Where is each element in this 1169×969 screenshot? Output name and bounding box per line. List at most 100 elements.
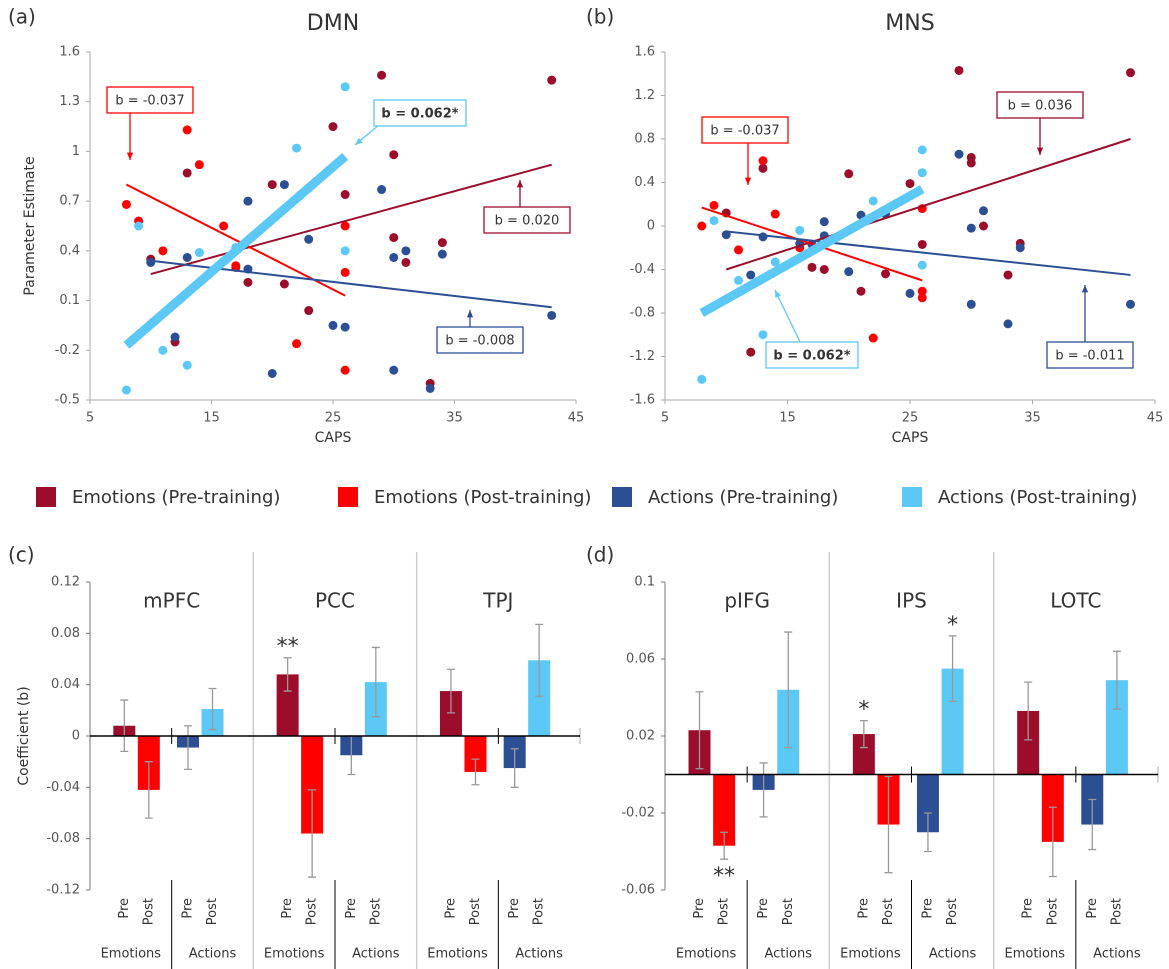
x-tick-label: 15 <box>779 411 796 426</box>
error-line <box>859 719 868 749</box>
scatter-point <box>844 169 854 179</box>
fit-line <box>125 183 346 297</box>
scatter-point <box>1003 270 1013 280</box>
scatter-point <box>401 257 411 267</box>
y-tick-label: 1.3 <box>59 94 80 109</box>
scatter-point <box>182 360 192 370</box>
bar-label: Pre <box>443 898 458 919</box>
legend-label: Actions (Pre-training) <box>648 487 838 508</box>
x-tick-label: 45 <box>568 411 585 426</box>
bar-label: Post <box>305 898 320 925</box>
arrow-head <box>775 290 782 298</box>
x-tick-label: 25 <box>902 411 919 426</box>
y-tick-label: -1.2 <box>630 349 655 364</box>
error-line <box>948 635 957 702</box>
bar-label: Post <box>1109 898 1124 925</box>
scatter-point <box>954 65 964 75</box>
scatter-point <box>146 257 156 267</box>
error-line <box>923 812 932 853</box>
bar-label: Pre <box>1085 898 1100 919</box>
y-tick-label: 0.8 <box>634 132 655 147</box>
error-line <box>446 668 455 714</box>
bar-label: Pre <box>756 898 771 919</box>
scatter-point <box>389 150 399 160</box>
y-axis-label: Parameter Estimate <box>22 156 38 295</box>
error-line <box>1112 650 1121 710</box>
scatter-point <box>340 365 350 375</box>
scatter-point <box>340 267 350 277</box>
region-label: TPJ <box>482 589 513 613</box>
scatter-point <box>856 286 866 296</box>
scatter-point <box>917 145 927 155</box>
bar <box>1105 680 1128 775</box>
scatter-point <box>328 320 338 330</box>
scatter-point <box>758 232 768 242</box>
scatter-point <box>547 75 557 85</box>
group-label: Actions <box>1093 947 1141 962</box>
fit-line <box>726 230 1131 276</box>
y-tick-label: 0.02 <box>626 729 655 744</box>
y-tick-label: 0.4 <box>634 175 655 190</box>
significance: * <box>947 613 958 638</box>
scatter-point <box>917 260 927 270</box>
group-label: Actions <box>929 947 977 962</box>
scatter-point <box>758 156 768 166</box>
legend-label: Actions (Post-training) <box>938 487 1137 508</box>
scatter-point <box>182 125 192 135</box>
fit-line <box>699 185 925 317</box>
panel-label: (a) <box>8 5 36 29</box>
error-bar <box>208 687 217 731</box>
error-line <box>120 699 129 753</box>
group-label: Emotions <box>676 947 737 962</box>
annotation-text: b = 0.036 <box>1008 99 1073 114</box>
y-tick-label: 1 <box>72 144 80 159</box>
scatter-point <box>979 206 988 216</box>
group-label: Actions <box>765 947 813 962</box>
group-label: Actions <box>189 947 237 962</box>
error-line <box>208 687 217 731</box>
annotation-box <box>483 206 571 234</box>
bar-label: Pre <box>507 898 522 919</box>
arrow-head <box>466 310 474 318</box>
scatter-point <box>979 221 988 231</box>
region-label: mPFC <box>143 589 200 613</box>
error-line <box>144 761 153 819</box>
annotation-box <box>996 91 1084 119</box>
scatter-point <box>437 249 447 259</box>
scatter-point <box>905 179 915 189</box>
bar <box>1017 710 1040 775</box>
bar-label: Pre <box>181 898 196 919</box>
bar-label: Pre <box>692 898 707 919</box>
group-label: Actions <box>515 947 563 962</box>
group-label: Emotions <box>1004 947 1065 962</box>
scatter-point <box>966 223 976 233</box>
group-label: Emotions <box>427 947 488 962</box>
bar <box>464 736 487 772</box>
error-bar <box>471 758 480 786</box>
scatter-point <box>966 158 976 168</box>
bar-label: Pre <box>1021 898 1036 919</box>
error-line <box>884 775 893 874</box>
region-label: IPS <box>896 589 927 613</box>
error-bar <box>720 831 729 860</box>
y-tick-label: 0.04 <box>51 677 80 692</box>
y-tick-label: -0.12 <box>46 883 80 898</box>
legend-label: Emotions (Pre-training) <box>72 487 280 508</box>
panel-label: (d) <box>586 543 614 567</box>
scatter-point <box>966 299 976 309</box>
error-bar <box>446 668 455 714</box>
scatter-point <box>734 245 743 255</box>
scatter-point <box>437 238 447 248</box>
x-tick-label: 35 <box>1024 411 1041 426</box>
annotation-arrow <box>774 289 801 343</box>
significance: * <box>858 698 869 723</box>
scatter-point <box>340 82 350 92</box>
annotation-text: b = -0.037 <box>710 124 779 139</box>
scatter-point <box>243 277 253 287</box>
legend-swatch <box>36 487 56 507</box>
x-tick-label: 45 <box>1147 411 1164 426</box>
arrow-head <box>1081 285 1089 293</box>
error-bar <box>308 789 317 878</box>
y-tick-label: 0.1 <box>634 575 655 590</box>
